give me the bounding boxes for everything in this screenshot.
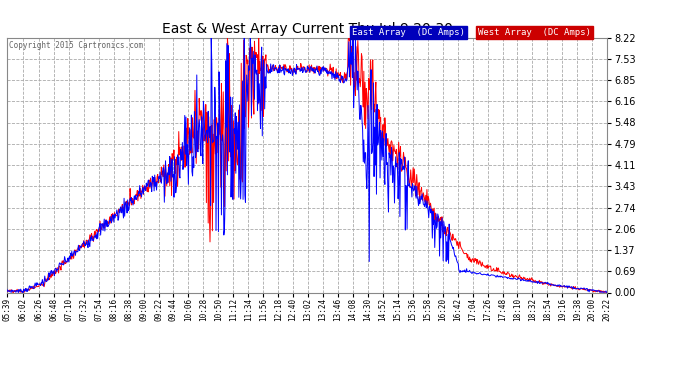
Text: East Array  (DC Amps): East Array (DC Amps): [352, 28, 465, 37]
Text: West Array  (DC Amps): West Array (DC Amps): [478, 28, 591, 37]
Text: Copyright 2015 Cartronics.com: Copyright 2015 Cartronics.com: [9, 41, 143, 50]
Title: East & West Array Current Thu Jul 9 20:30: East & West Array Current Thu Jul 9 20:3…: [161, 22, 453, 36]
